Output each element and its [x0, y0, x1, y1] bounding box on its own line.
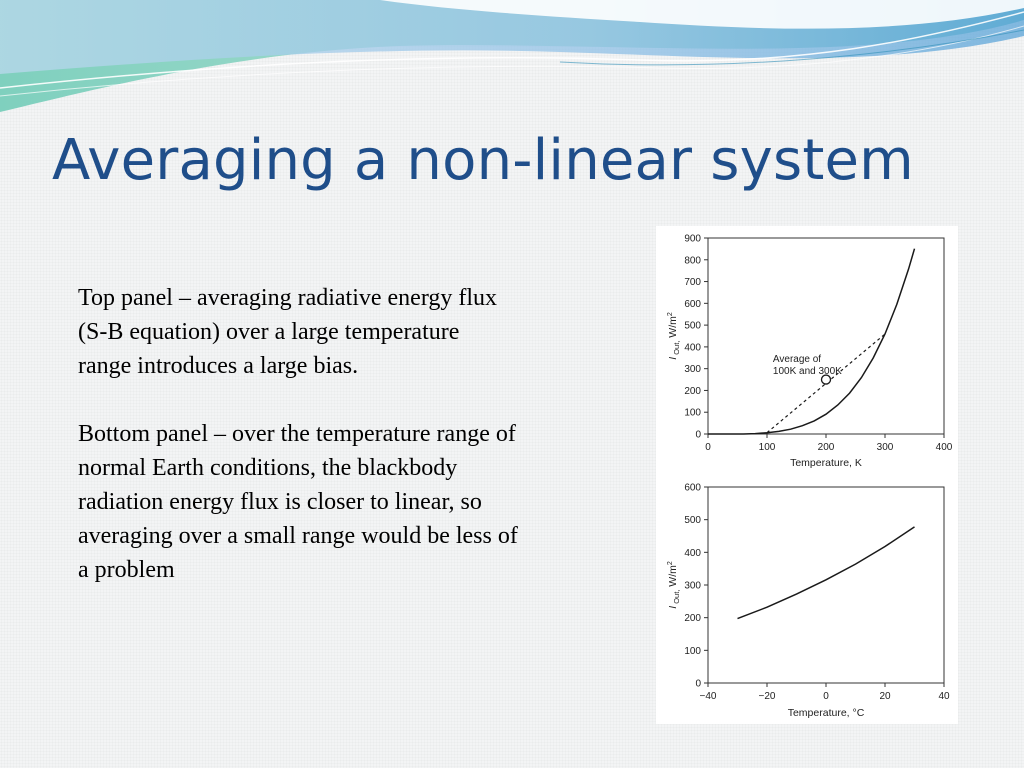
y-tick-label: 0	[695, 430, 701, 441]
x-tick-label: 400	[936, 442, 953, 453]
chart-2: 0 100 200 300 400 500 600 −40 −20 0 20 40 Temperatur…	[667, 483, 950, 720]
x-tick-label: 0	[823, 691, 829, 702]
annotation-line: 100K and 300K	[773, 366, 842, 377]
y-tick-label: 500	[684, 515, 701, 526]
x-tick-label: 300	[877, 442, 894, 453]
x-tick-label: −20	[759, 691, 776, 702]
y-tick-label: 400	[684, 342, 701, 353]
y-tick-label: 100	[684, 646, 701, 657]
average-chord-line	[766, 333, 886, 434]
x-axis-label: Temperature, °C	[788, 707, 865, 719]
y-tick-label: 700	[684, 277, 701, 288]
x-tick-label: 0	[705, 442, 711, 453]
y-tick-label: 500	[684, 321, 701, 332]
y-tick-label: 100	[684, 408, 701, 419]
y-tick-label: 800	[684, 255, 701, 266]
series-line	[708, 248, 916, 435]
y-tick-label: 300	[684, 581, 701, 592]
plot-frame	[707, 486, 945, 684]
chart-1: 0 100 200 300 400 500 600 700 800 900 0 100 200 300 40…	[667, 234, 953, 470]
slide-title: Averaging a non-linear system	[52, 128, 914, 193]
annotation-line: Average of	[773, 354, 821, 365]
x-tick-label: 40	[938, 691, 950, 702]
x-tick-label: 20	[879, 691, 891, 702]
y-tick-label: 200	[684, 613, 701, 624]
y-tick-label: 900	[684, 234, 701, 245]
x-axis-label: Temperature, K	[790, 457, 862, 469]
chart-panel: 0 100 200 300 400 500 600 700 800 900 0 100 200 300 40…	[656, 226, 958, 724]
body-text: Top panel – averaging radiative energy f…	[78, 281, 518, 587]
decorative-wave-banner	[0, 0, 1024, 112]
paragraph-top-panel: Top panel – averaging radiative energy f…	[78, 285, 498, 379]
y-axis-label: I Out, W/m2	[667, 312, 681, 360]
paragraph-bottom-panel: Bottom panel – over the temperature rang…	[78, 421, 518, 583]
y-tick-label: 400	[684, 548, 701, 559]
y-tick-label: 0	[695, 679, 701, 690]
x-tick-label: −40	[700, 691, 717, 702]
y-axis-label: I Out, W/m2	[667, 561, 681, 609]
x-tick-label: 200	[818, 442, 835, 453]
x-tick-label: 100	[759, 442, 776, 453]
average-marker	[820, 374, 832, 385]
y-tick-label: 300	[684, 364, 701, 375]
wave-white	[380, 0, 1024, 29]
y-tick-label: 600	[684, 483, 701, 494]
y-tick-label: 600	[684, 299, 701, 310]
y-tick-label: 200	[684, 386, 701, 397]
series-line	[737, 526, 915, 620]
